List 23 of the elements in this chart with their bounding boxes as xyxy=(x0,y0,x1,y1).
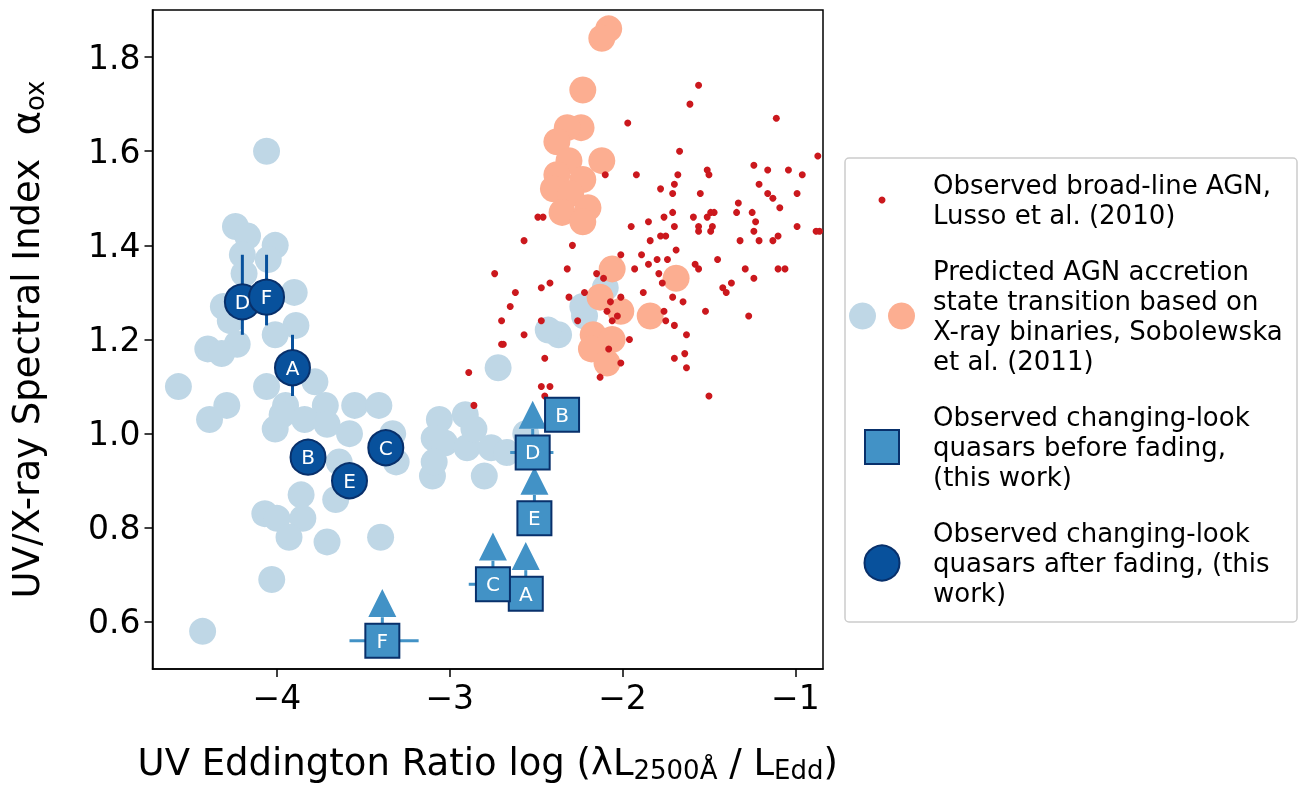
y-tick-label: 1.0 xyxy=(88,414,141,454)
x-tick-label: −4 xyxy=(252,678,302,717)
legend-label: Observed broad-line AGN, Lusso et al. (2010) xyxy=(933,170,1272,230)
y-tick-label: 1.4 xyxy=(88,225,141,265)
legend-label: Predicted AGN accretion state transition based on X-ray binaries, Sobolewska et al. (2011) xyxy=(933,256,1283,376)
y-axis-title: UV/X-ray Spectral Index αox xyxy=(5,80,50,599)
x-tick-label: −3 xyxy=(425,678,475,717)
y-tick-label: 1.2 xyxy=(88,320,141,359)
legend-label: Observed changing-look quasars after fading, (this work) xyxy=(933,518,1270,608)
data-label: C xyxy=(378,435,393,460)
data-label: A xyxy=(285,355,300,380)
y-tick-label: 1.8 xyxy=(88,37,141,77)
x-tick-label: −1 xyxy=(771,678,820,717)
data-label: D xyxy=(234,289,251,314)
y-tick-label: 0.8 xyxy=(88,508,141,548)
y-tick-label: 0.6 xyxy=(88,602,141,642)
data-label: F xyxy=(260,285,273,310)
x-tick-label: −2 xyxy=(598,678,647,717)
data-label: B xyxy=(555,402,569,427)
data-label: B xyxy=(301,445,315,470)
y-tick-label: 1.6 xyxy=(88,131,141,171)
data-label: E xyxy=(343,468,356,493)
legend-label: Observed changing-look quasars before fading, (this work) xyxy=(933,402,1250,492)
